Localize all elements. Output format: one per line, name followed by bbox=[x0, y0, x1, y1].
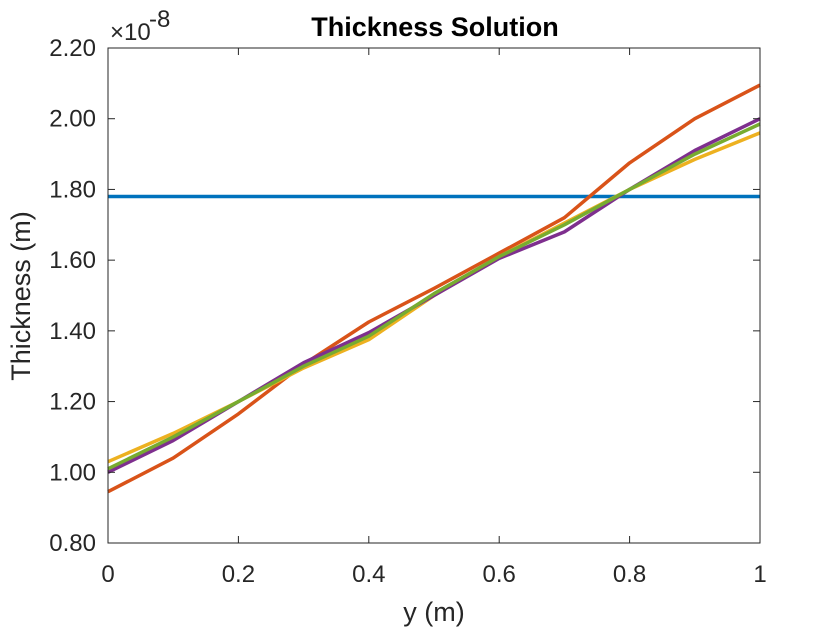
series-line-2 bbox=[107, 83, 761, 494]
plot-area-box bbox=[107, 47, 761, 544]
y-axis: 0.80 1.00 1.20 1.40 1.60 1.80 2.00 2.20 bbox=[49, 35, 760, 557]
exponent-label: ×10 -8 bbox=[110, 6, 170, 46]
x-tick-label: 0.2 bbox=[222, 561, 255, 588]
y-tick-label: 1.60 bbox=[49, 247, 96, 274]
x-axis-label: y (m) bbox=[403, 597, 464, 627]
y-tick-label: 1.20 bbox=[49, 389, 96, 416]
plot-lines bbox=[107, 83, 761, 494]
series-line-5 bbox=[107, 122, 761, 471]
exponent-base: ×10 bbox=[110, 19, 151, 46]
x-tick-label: 0.6 bbox=[483, 561, 516, 588]
x-tick-label: 1 bbox=[753, 561, 766, 588]
y-tick-label: 1.80 bbox=[49, 176, 96, 203]
x-tick-label: 0.8 bbox=[613, 561, 646, 588]
y-axis-label: Thickness (m) bbox=[6, 211, 36, 381]
x-axis: 0 0.2 0.4 0.6 0.8 1 bbox=[101, 48, 767, 588]
chart-title: Thickness Solution bbox=[311, 12, 559, 42]
x-tick-label: 0.4 bbox=[352, 561, 385, 588]
y-tick-label: 2.00 bbox=[49, 106, 96, 133]
y-tick-label: 1.00 bbox=[49, 459, 96, 486]
y-tick-label: 0.80 bbox=[49, 530, 96, 557]
x-tick-label: 0 bbox=[101, 561, 114, 588]
y-tick-label: 1.40 bbox=[49, 318, 96, 345]
exponent-power: -8 bbox=[149, 6, 170, 33]
y-tick-label: 2.20 bbox=[49, 35, 96, 62]
